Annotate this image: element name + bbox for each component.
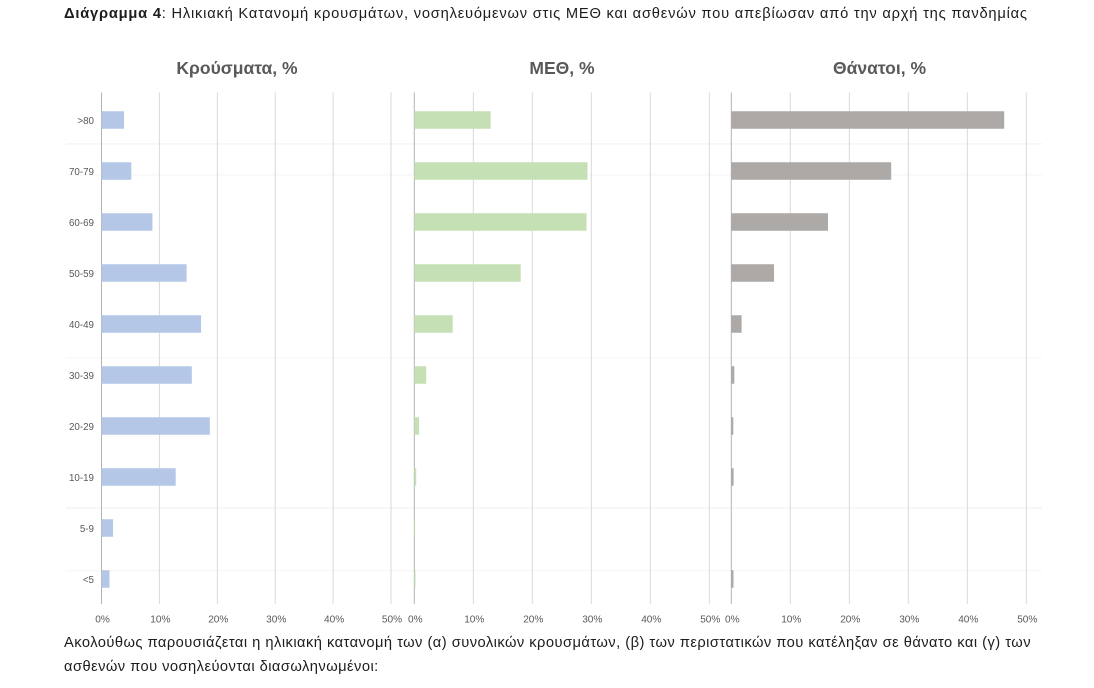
svg-text:40%: 40% (641, 615, 661, 626)
svg-text:20-29: 20-29 (69, 422, 94, 433)
svg-text:Θάνατοι, %: Θάνατοι, % (833, 58, 926, 78)
svg-text:20%: 20% (523, 615, 543, 626)
svg-text:0%: 0% (725, 615, 740, 626)
svg-text:60-69: 60-69 (69, 218, 94, 229)
svg-text:5-9: 5-9 (80, 524, 94, 535)
svg-text:10%: 10% (781, 615, 801, 626)
svg-text:<5: <5 (83, 575, 95, 586)
svg-text:30-39: 30-39 (69, 371, 94, 382)
svg-text:0%: 0% (408, 615, 423, 626)
svg-text:10-19: 10-19 (69, 473, 94, 484)
svg-text:70-79: 70-79 (69, 167, 94, 178)
svg-text:30%: 30% (582, 615, 602, 626)
svg-text:20%: 20% (208, 615, 228, 626)
svg-text:20%: 20% (840, 615, 860, 626)
svg-text:50-59: 50-59 (69, 269, 94, 280)
svg-text:50%: 50% (1017, 615, 1037, 626)
svg-text:10%: 10% (150, 615, 170, 626)
svg-text:40%: 40% (324, 615, 344, 626)
svg-text:0%: 0% (95, 615, 110, 626)
svg-text:40%: 40% (958, 615, 978, 626)
svg-text:ΜΕΘ, %: ΜΕΘ, % (529, 58, 595, 78)
svg-text:40-49: 40-49 (69, 320, 94, 331)
svg-text:>80: >80 (77, 116, 94, 127)
svg-text:50%: 50% (700, 615, 720, 626)
svg-text:Κρούσματα, %: Κρούσματα, % (176, 58, 298, 78)
svg-text:30%: 30% (899, 615, 919, 626)
svg-text:50%: 50% (382, 615, 402, 626)
svg-text:10%: 10% (464, 615, 484, 626)
svg-text:30%: 30% (266, 615, 286, 626)
